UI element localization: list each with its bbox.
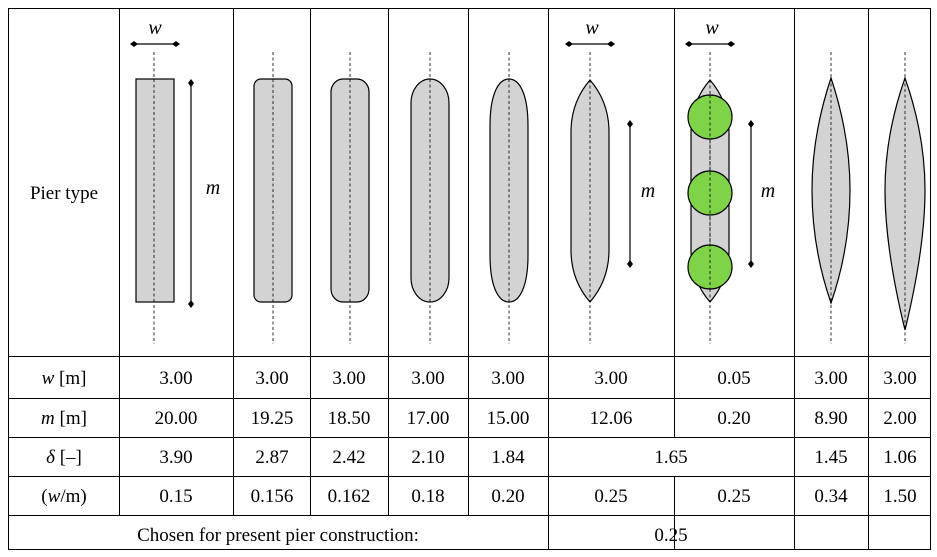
row-label-w: w [m] [42,368,87,389]
row-label-delta-unit: [–] [55,447,82,468]
cell-ratio-3: 0.162 [328,486,371,507]
footer-label: Chosen for present pier construction: [137,525,419,546]
table-row-delta: 3.90 2.87 2.42 2.10 1.84 1.65 1.45 1.06 [159,447,916,468]
pier-7-width-symbol: w [705,17,719,39]
cell-delta-3: 2.42 [332,447,365,468]
row-label-ratio-unit: /m) [60,486,86,507]
cell-delta-6-7-merged: 1.65 [654,447,687,468]
cell-delta-9: 1.06 [883,447,916,468]
cell-m-9: 2.00 [883,408,916,429]
cell-ratio-6: 0.25 [594,486,627,507]
table-row-footer: Chosen for present pier construction: 0.… [137,525,688,546]
cell-w-2: 3.00 [255,368,288,389]
row-label-ratio-prefix: ( [41,486,47,507]
cell-delta-2: 2.87 [255,447,288,468]
pier-type-header: Pier type [30,183,98,204]
pier-7-length-symbol: m [761,180,775,202]
cell-m-8: 8.90 [814,408,847,429]
cell-ratio-4: 0.18 [411,486,444,507]
cell-m-4: 17.00 [407,408,450,429]
cell-w-5: 3.00 [491,368,524,389]
table-grid [8,8,931,550]
cell-ratio-8: 0.34 [814,486,848,507]
pier-7-pile-middle [687,170,733,216]
row-label-m-symbol: m [41,408,55,429]
cell-ratio-5: 0.20 [491,486,524,507]
row-label-m: m [m] [41,408,87,429]
cell-ratio-2: 0.156 [251,486,294,507]
cell-w-9: 3.00 [883,368,916,389]
row-label-w-unit: [m] [54,368,86,389]
pier-9-thin-lens-shape [884,76,926,331]
cell-m-5: 15.00 [487,408,530,429]
cell-delta-1: 3.90 [159,447,192,468]
cell-ratio-1: 0.15 [159,486,192,507]
pier-1-rectangular-shape [135,78,175,303]
cell-m-1: 20.00 [155,408,198,429]
cell-delta-4: 2.10 [411,447,444,468]
pier-1-length-symbol: m [206,177,220,199]
cell-m-2: 19.25 [251,408,294,429]
table-row-m: 20.00 19.25 18.50 17.00 15.00 12.06 0.20… [155,408,917,429]
row-label-ratio: (w/m) [41,486,86,507]
table-row-ratio: 0.15 0.156 0.162 0.18 0.20 0.25 0.25 0.3… [159,486,916,507]
pier-6-length-symbol: m [641,180,655,202]
cell-ratio-9: 1.50 [883,486,916,507]
pier-shapes: w m w m [130,17,926,344]
footer-chosen-value: 0.25 [654,525,687,546]
row-label-m-unit: [m] [55,408,87,429]
cell-w-6: 3.00 [594,368,627,389]
cell-w-8: 3.00 [814,368,847,389]
cell-w-7: 0.05 [717,368,750,389]
cell-m-6: 12.06 [590,408,633,429]
cell-m-7: 0.20 [717,408,750,429]
cell-delta-5: 1.84 [491,447,525,468]
cell-w-3: 3.00 [332,368,365,389]
pier-1-width-symbol: w [148,17,162,39]
pier-6-width-symbol: w [585,17,599,39]
row-label-ratio-symbol: w [48,486,61,507]
cell-w-1: 3.00 [159,368,192,389]
row-label-delta-symbol: δ [46,447,56,468]
cell-w-4: 3.00 [411,368,444,389]
cell-m-3: 18.50 [328,408,371,429]
cell-delta-8: 1.45 [814,447,847,468]
row-label-w-symbol: w [42,368,55,389]
row-label-delta: δ [–] [46,447,82,468]
cell-ratio-7: 0.25 [717,486,750,507]
table-row-w: 3.00 3.00 3.00 3.00 3.00 3.00 0.05 3.00 … [159,368,916,389]
